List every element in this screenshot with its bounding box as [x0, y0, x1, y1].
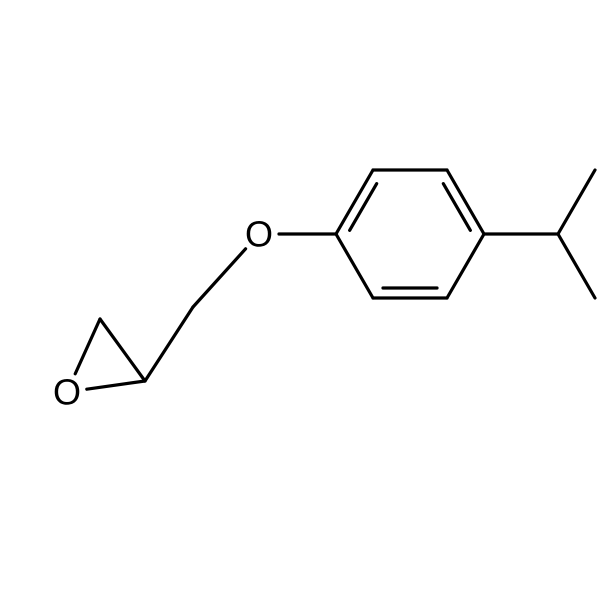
bond-line: [558, 170, 595, 234]
bond-line: [350, 184, 377, 231]
atom-label: O: [245, 214, 273, 255]
atom-label: O: [53, 372, 81, 413]
bond-line: [336, 234, 373, 298]
bond-line: [145, 307, 193, 381]
molecule-diagram: OO: [0, 0, 600, 600]
bond-line: [443, 184, 470, 231]
bond-line: [75, 319, 100, 374]
bond-line: [447, 234, 484, 298]
bond-line: [100, 319, 145, 381]
bond-line: [87, 381, 145, 389]
bond-line: [193, 249, 246, 307]
bond-line: [558, 234, 595, 298]
